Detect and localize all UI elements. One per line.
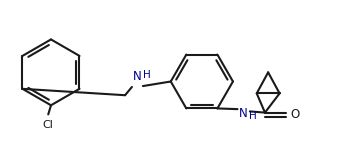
Text: N: N	[239, 107, 248, 120]
Text: H: H	[250, 111, 257, 121]
Text: Cl: Cl	[42, 120, 53, 130]
Text: H: H	[143, 70, 151, 80]
Text: O: O	[290, 108, 299, 121]
Text: N: N	[132, 70, 141, 83]
